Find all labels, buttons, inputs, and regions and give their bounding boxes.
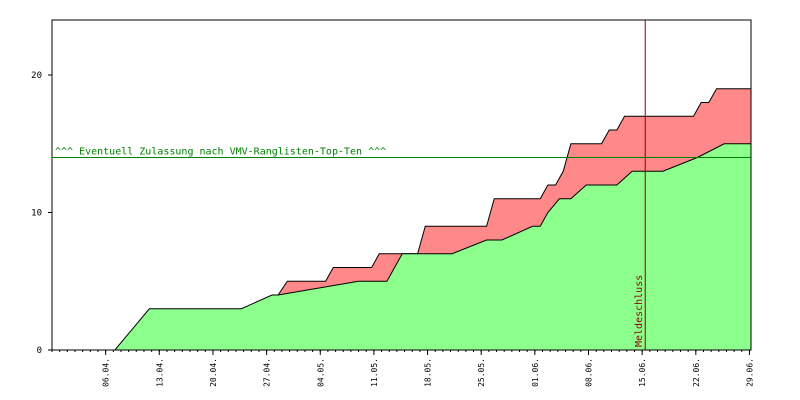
line-upper: [277, 88, 751, 296]
x-tick-label: 22.06.: [692, 358, 701, 387]
x-tick-label: 29.06.: [745, 358, 754, 387]
series-areas: [114, 88, 751, 351]
y-tick-label: 20: [31, 71, 42, 81]
x-tick-label: 20.04.: [209, 358, 218, 387]
x-tick-label: 15.06.: [638, 358, 647, 387]
x-tick-label: 27.04.: [263, 358, 272, 387]
x-tick-label: 18.05.: [424, 358, 433, 387]
annotations: ^^^ Eventuell Zulassung nach VMV-Ranglis…: [52, 20, 751, 350]
x-tick-label: 25.05.: [477, 358, 486, 387]
x-tick-label: 11.05.: [370, 358, 379, 387]
plot-frame: [51, 19, 752, 351]
y-tick-label: 0: [37, 346, 42, 356]
x-tick-label: 04.05.: [316, 358, 325, 387]
y-axis: 0 10 20: [31, 71, 52, 356]
x-tick-label: 01.06.: [531, 358, 540, 387]
x-tick-label: 06.04.: [102, 358, 111, 387]
x-tick-label: 13.04.: [155, 358, 164, 387]
x-tick-label: 08.06.: [585, 358, 594, 387]
line-lower: [114, 143, 751, 351]
area-lower: [114, 143, 751, 350]
threshold-label: ^^^ Eventuell Zulassung nach VMV-Ranglis…: [55, 147, 386, 158]
y-tick-label: 10: [31, 209, 42, 219]
x-axis: 06.04. 13.04. 20.04. 27.04. 04.05. 11.05. 18.0…: [51, 350, 754, 387]
deadline-label: Meldeschluss: [634, 275, 645, 347]
